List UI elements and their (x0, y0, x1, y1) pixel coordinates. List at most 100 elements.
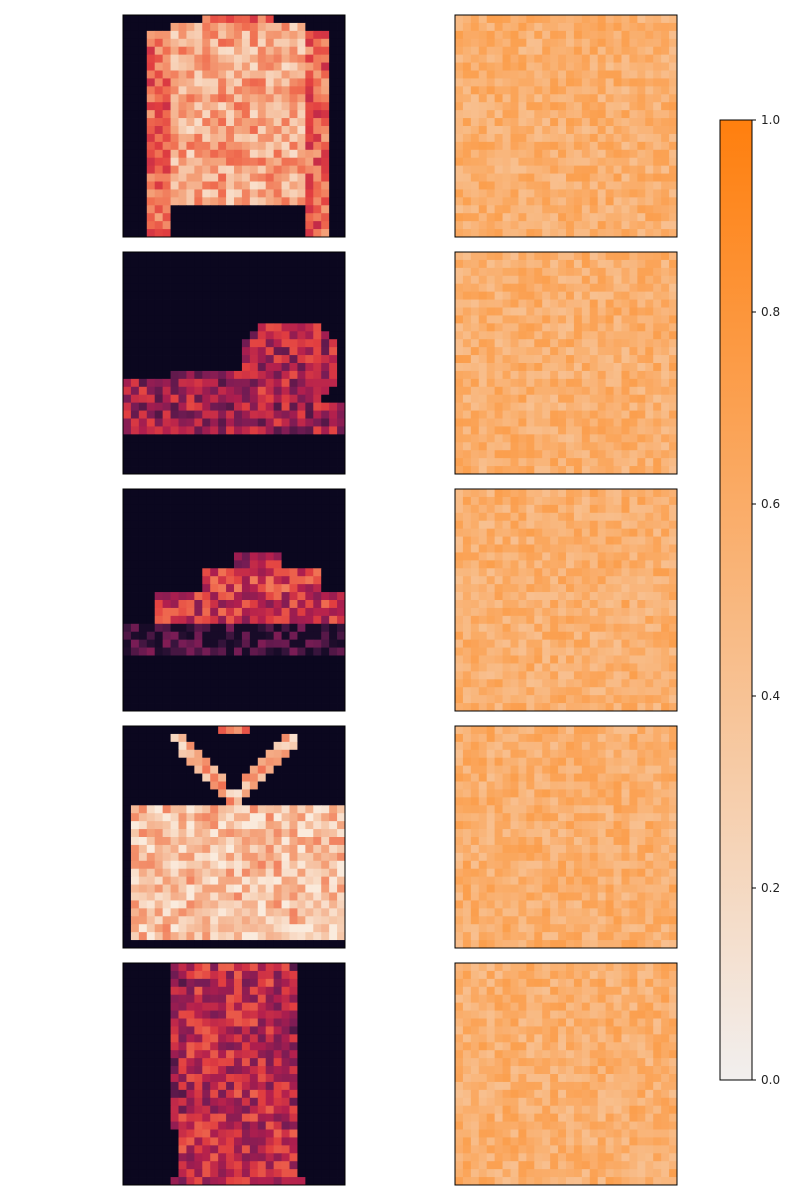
pixel-cell (281, 695, 290, 704)
pixel-cell (637, 489, 646, 498)
pixel-cell (146, 149, 156, 159)
pixel-cell (146, 496, 156, 506)
pixel-cell (566, 355, 575, 364)
pixel-cell (178, 426, 187, 435)
pixel-cell (313, 607, 322, 617)
pixel-cell (613, 450, 622, 459)
pixel-cell (273, 726, 282, 735)
pixel-cell (581, 695, 591, 704)
pixel-cell (621, 229, 630, 238)
pixel-cell (581, 133, 591, 143)
pixel-cell (202, 347, 211, 356)
pixel-cell (234, 512, 243, 522)
pixel-cell (589, 70, 599, 79)
pixel-cell (313, 426, 322, 435)
pixel-cell (518, 504, 527, 514)
pixel-cell (566, 133, 575, 143)
pixel-cell (313, 544, 322, 553)
pixel-cell (629, 259, 638, 269)
pixel-cell (526, 339, 535, 348)
pixel-cell (241, 749, 251, 759)
pixel-cell (138, 62, 148, 71)
pixel-cell (581, 331, 591, 340)
pixel-cell (581, 15, 591, 24)
pixel-cell (162, 46, 171, 56)
pixel-cell (605, 118, 614, 127)
pixel-cell (313, 757, 322, 767)
pixel-cell (170, 733, 179, 743)
pixel-cell (154, 275, 164, 285)
pixel-cell (154, 773, 164, 782)
pixel-cell (558, 331, 567, 340)
pixel-cell (154, 749, 164, 759)
pixel-cell (455, 544, 464, 553)
pixel-cell (194, 592, 203, 601)
pixel-cell (265, 370, 275, 380)
pixel-cell (581, 189, 591, 198)
pixel-cell (566, 181, 575, 190)
pixel-cell (146, 54, 156, 63)
pixel-cell (510, 528, 519, 537)
pixel-cell (478, 434, 488, 443)
pixel-cell (226, 126, 235, 135)
pixel-cell (218, 347, 227, 356)
pixel-cell (597, 536, 607, 545)
pixel-cell (337, 259, 346, 269)
pixel-cell (637, 62, 646, 71)
pixel-cell (605, 347, 614, 356)
pixel-cell (605, 30, 614, 40)
pixel-cell (130, 291, 140, 300)
pixel-cell (558, 394, 567, 404)
pixel-cell (265, 205, 275, 214)
pixel-cell (226, 267, 235, 277)
pixel-cell (455, 102, 464, 111)
pixel-cell (558, 615, 567, 625)
pixel-cell (226, 781, 235, 790)
pixel-cell (573, 458, 583, 467)
pixel-cell (581, 275, 591, 285)
pixel-cell (526, 568, 535, 577)
pixel-cell (273, 291, 282, 300)
pixel-cell (321, 797, 330, 806)
pixel-cell (313, 213, 322, 222)
pixel-cell (629, 363, 638, 372)
pixel-cell (249, 165, 259, 174)
pixel-cell (313, 418, 322, 427)
pixel-cell (138, 315, 148, 324)
pixel-cell (234, 62, 243, 71)
pixel-cell (321, 536, 330, 545)
pixel-cell (486, 347, 496, 356)
pixel-cell (194, 434, 203, 443)
pixel-cell (637, 70, 646, 79)
pixel-cell (123, 450, 132, 459)
pixel-cell (455, 394, 464, 404)
pixel-cell (581, 299, 591, 308)
pixel-cell (257, 442, 267, 451)
pixel-cell (273, 450, 282, 459)
pixel-cell (470, 307, 480, 316)
pixel-cell (321, 118, 330, 127)
pixel-cell (170, 102, 179, 111)
pixel-cell (589, 607, 599, 617)
pixel-cell (605, 133, 614, 143)
pixel-cell (621, 252, 630, 261)
pixel-cell (210, 576, 219, 585)
pixel-cell (130, 663, 140, 672)
pixel-cell (218, 679, 227, 688)
pixel-cell (210, 450, 219, 459)
pixel-cell (526, 205, 535, 214)
pixel-cell (241, 410, 251, 419)
pixel-cell (241, 299, 251, 308)
pixel-cell (645, 615, 654, 625)
pixel-cell (329, 62, 338, 71)
pixel-cell (162, 749, 171, 759)
pixel-cell (138, 378, 148, 388)
pixel-cell (661, 615, 670, 625)
pixel-cell (130, 536, 140, 545)
pixel-cell (281, 15, 290, 24)
pixel-cell (510, 86, 519, 95)
pixel-cell (502, 299, 511, 308)
pixel-cell (321, 378, 330, 388)
pixel-cell (281, 118, 290, 127)
pixel-cell (470, 655, 480, 664)
